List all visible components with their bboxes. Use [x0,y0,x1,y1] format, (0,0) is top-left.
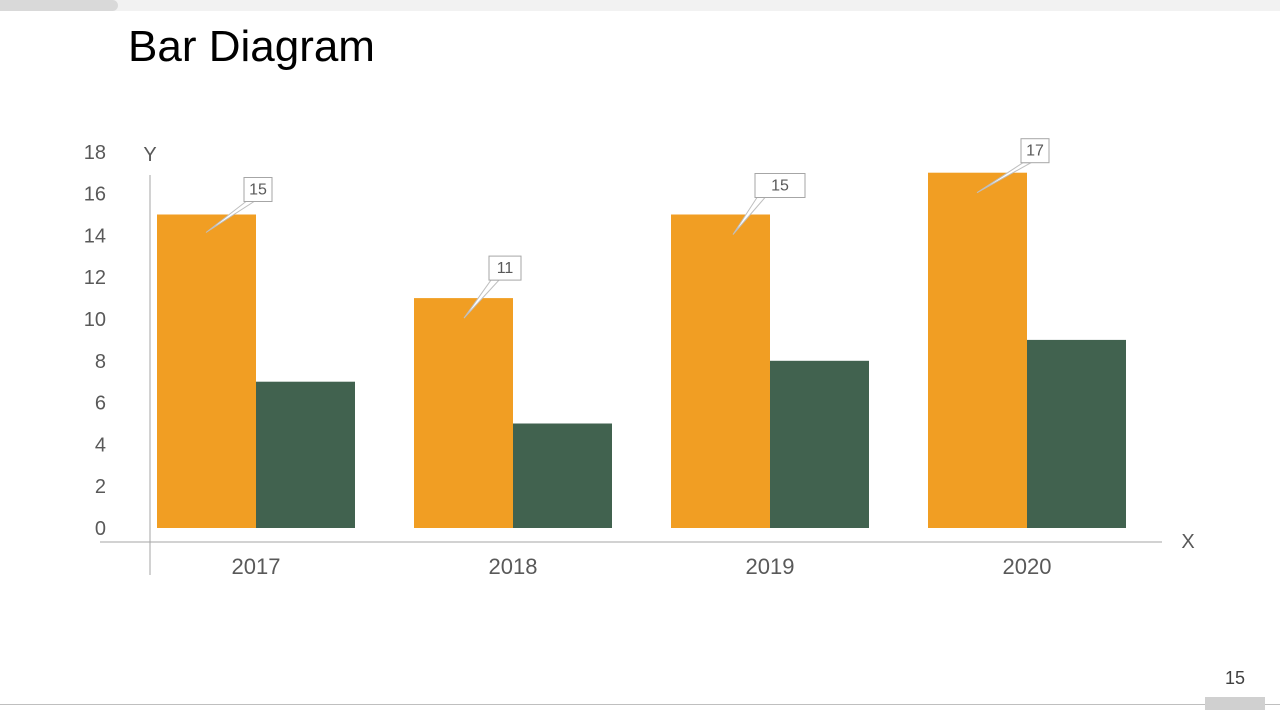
top-bar [0,0,1280,11]
bar-2019-series-2 [770,360,869,528]
x-axis-label: X [1181,531,1194,553]
y-tick-label: 0 [95,518,106,540]
data-label-2018: 11 [463,255,522,319]
y-tick-label: 10 [84,309,106,331]
y-tick-label: 2 [95,476,106,498]
bar-2017-series-2 [256,381,355,528]
footer-line [0,704,1280,705]
x-axis-ticks: 2017 2018 2019 2020 [232,554,1052,579]
bar-2019-series-1 [671,214,770,528]
top-bar-accent [0,0,118,11]
data-label-text: 11 [497,260,514,277]
data-label-text: 15 [249,182,267,199]
data-label-2020: 17 [976,138,1050,194]
x-tick-label: 2020 [1003,554,1052,579]
y-tick-label: 4 [95,434,106,456]
y-axis-label: Y [143,144,156,166]
bar-2018-series-1 [414,298,513,528]
slide-title: Bar Diagram [128,22,375,71]
x-tick-label: 2018 [489,554,538,579]
chart-bars [157,172,1126,528]
y-axis-ticks: 0 2 4 6 8 10 12 14 16 18 [84,142,106,540]
y-tick-label: 8 [95,351,106,373]
footer-accent [1205,697,1265,710]
data-labels: 15 11 15 17 [205,138,1050,319]
data-label-text: 17 [1026,143,1044,160]
bar-2017-series-1 [157,214,256,528]
data-label-text: 15 [771,178,789,195]
data-label-2019: 15 [732,173,806,235]
bar-2018-series-2 [513,423,612,528]
y-tick-label: 18 [84,142,106,164]
page-number: 15 [1224,668,1246,688]
bar-2020-series-2 [1027,339,1126,528]
y-tick-label: 16 [84,184,106,206]
y-tick-label: 12 [84,267,106,289]
y-tick-label: 14 [84,225,106,247]
x-tick-label: 2017 [232,554,281,579]
x-tick-label: 2019 [746,554,795,579]
y-tick-label: 6 [95,393,106,415]
bar-2020-series-1 [928,172,1027,528]
data-label-2017: 15 [205,177,273,233]
